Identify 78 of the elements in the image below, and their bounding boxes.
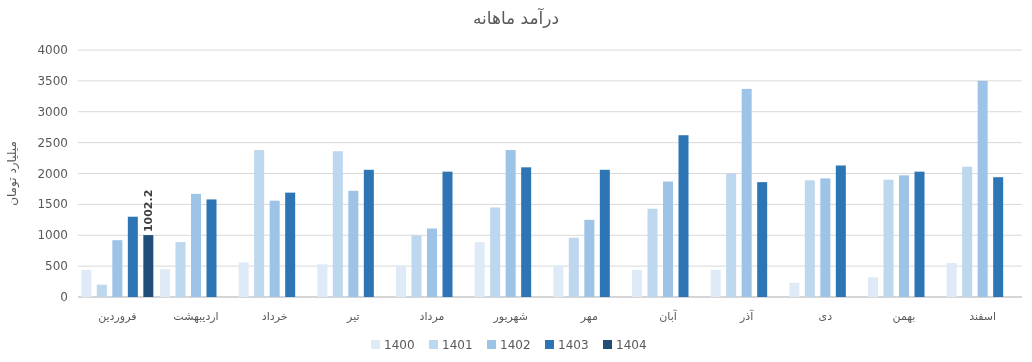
bar [962,166,973,297]
bar [820,178,831,297]
legend-label: 1400 [384,338,415,352]
bar [363,169,374,297]
x-tick-label: فروردین [98,310,137,323]
bar [427,228,437,297]
legend-label: 1403 [558,338,589,352]
x-tick-label: دی [818,310,833,323]
bar [411,235,422,297]
legend-label: 1404 [616,338,647,352]
y-tick-label: 500 [45,259,68,274]
x-tick-label: اسفند [969,310,997,323]
bar [678,135,689,297]
bar [175,242,186,297]
bar [396,265,406,297]
bar [143,235,154,297]
bar [269,200,280,297]
x-tick-label: تیر [346,310,360,323]
bar [521,167,532,297]
bar [505,150,516,297]
y-axis-title: میلیارد تومان [5,141,20,206]
bar [568,237,579,297]
bar [490,207,501,297]
x-tick-label: مرداد [419,310,445,323]
x-tick-label: بهمن [892,310,916,323]
bar [804,180,815,297]
bar [285,192,296,297]
bar [883,179,894,297]
legend-label: 1401 [442,338,473,352]
x-tick-label: آبان [659,309,678,323]
bar [663,181,673,297]
bar [206,199,217,297]
bar [584,219,595,297]
bar [160,269,170,297]
bar [112,240,123,297]
bar [914,171,925,297]
x-tick-label: آذر [739,309,755,323]
bar [81,269,92,297]
y-tick-label: 1500 [37,197,68,212]
bar [789,282,800,297]
bar [191,193,201,297]
y-tick-label: 0 [60,290,68,304]
y-tick-label: 2500 [37,135,68,150]
x-tick-label: اردیبهشت [173,310,219,323]
legend-label: 1402 [500,338,531,352]
bar [710,269,721,297]
bar [726,173,737,297]
data-label: 1002.2 [142,189,156,233]
bar [946,263,957,297]
bar [348,190,359,297]
bar [741,88,752,297]
bar [553,265,564,297]
bar [442,171,453,297]
y-tick-label: 4000 [37,43,68,57]
chart-title: درآمد ماهانه [472,7,560,28]
bar [977,80,988,297]
y-tick-label: 3000 [37,104,68,119]
bar [757,182,768,297]
x-tick-label: مهر [579,310,598,323]
bar [238,262,249,297]
bar [332,151,343,297]
bar [647,208,658,297]
bar [254,150,265,297]
bar [127,216,138,297]
bar [899,175,909,297]
bar [868,277,878,297]
y-tick-label: 2000 [37,166,68,181]
bar [835,165,846,297]
y-tick-label: 1000 [37,228,68,243]
bar [474,242,485,297]
bar [993,177,1004,297]
bar [632,269,642,297]
y-tick-label: 3500 [37,73,68,88]
bar [317,264,328,297]
bar [599,169,610,297]
x-tick-label: خرداد [261,310,288,323]
x-tick-label: شهریور [492,310,528,323]
bar [96,284,107,297]
